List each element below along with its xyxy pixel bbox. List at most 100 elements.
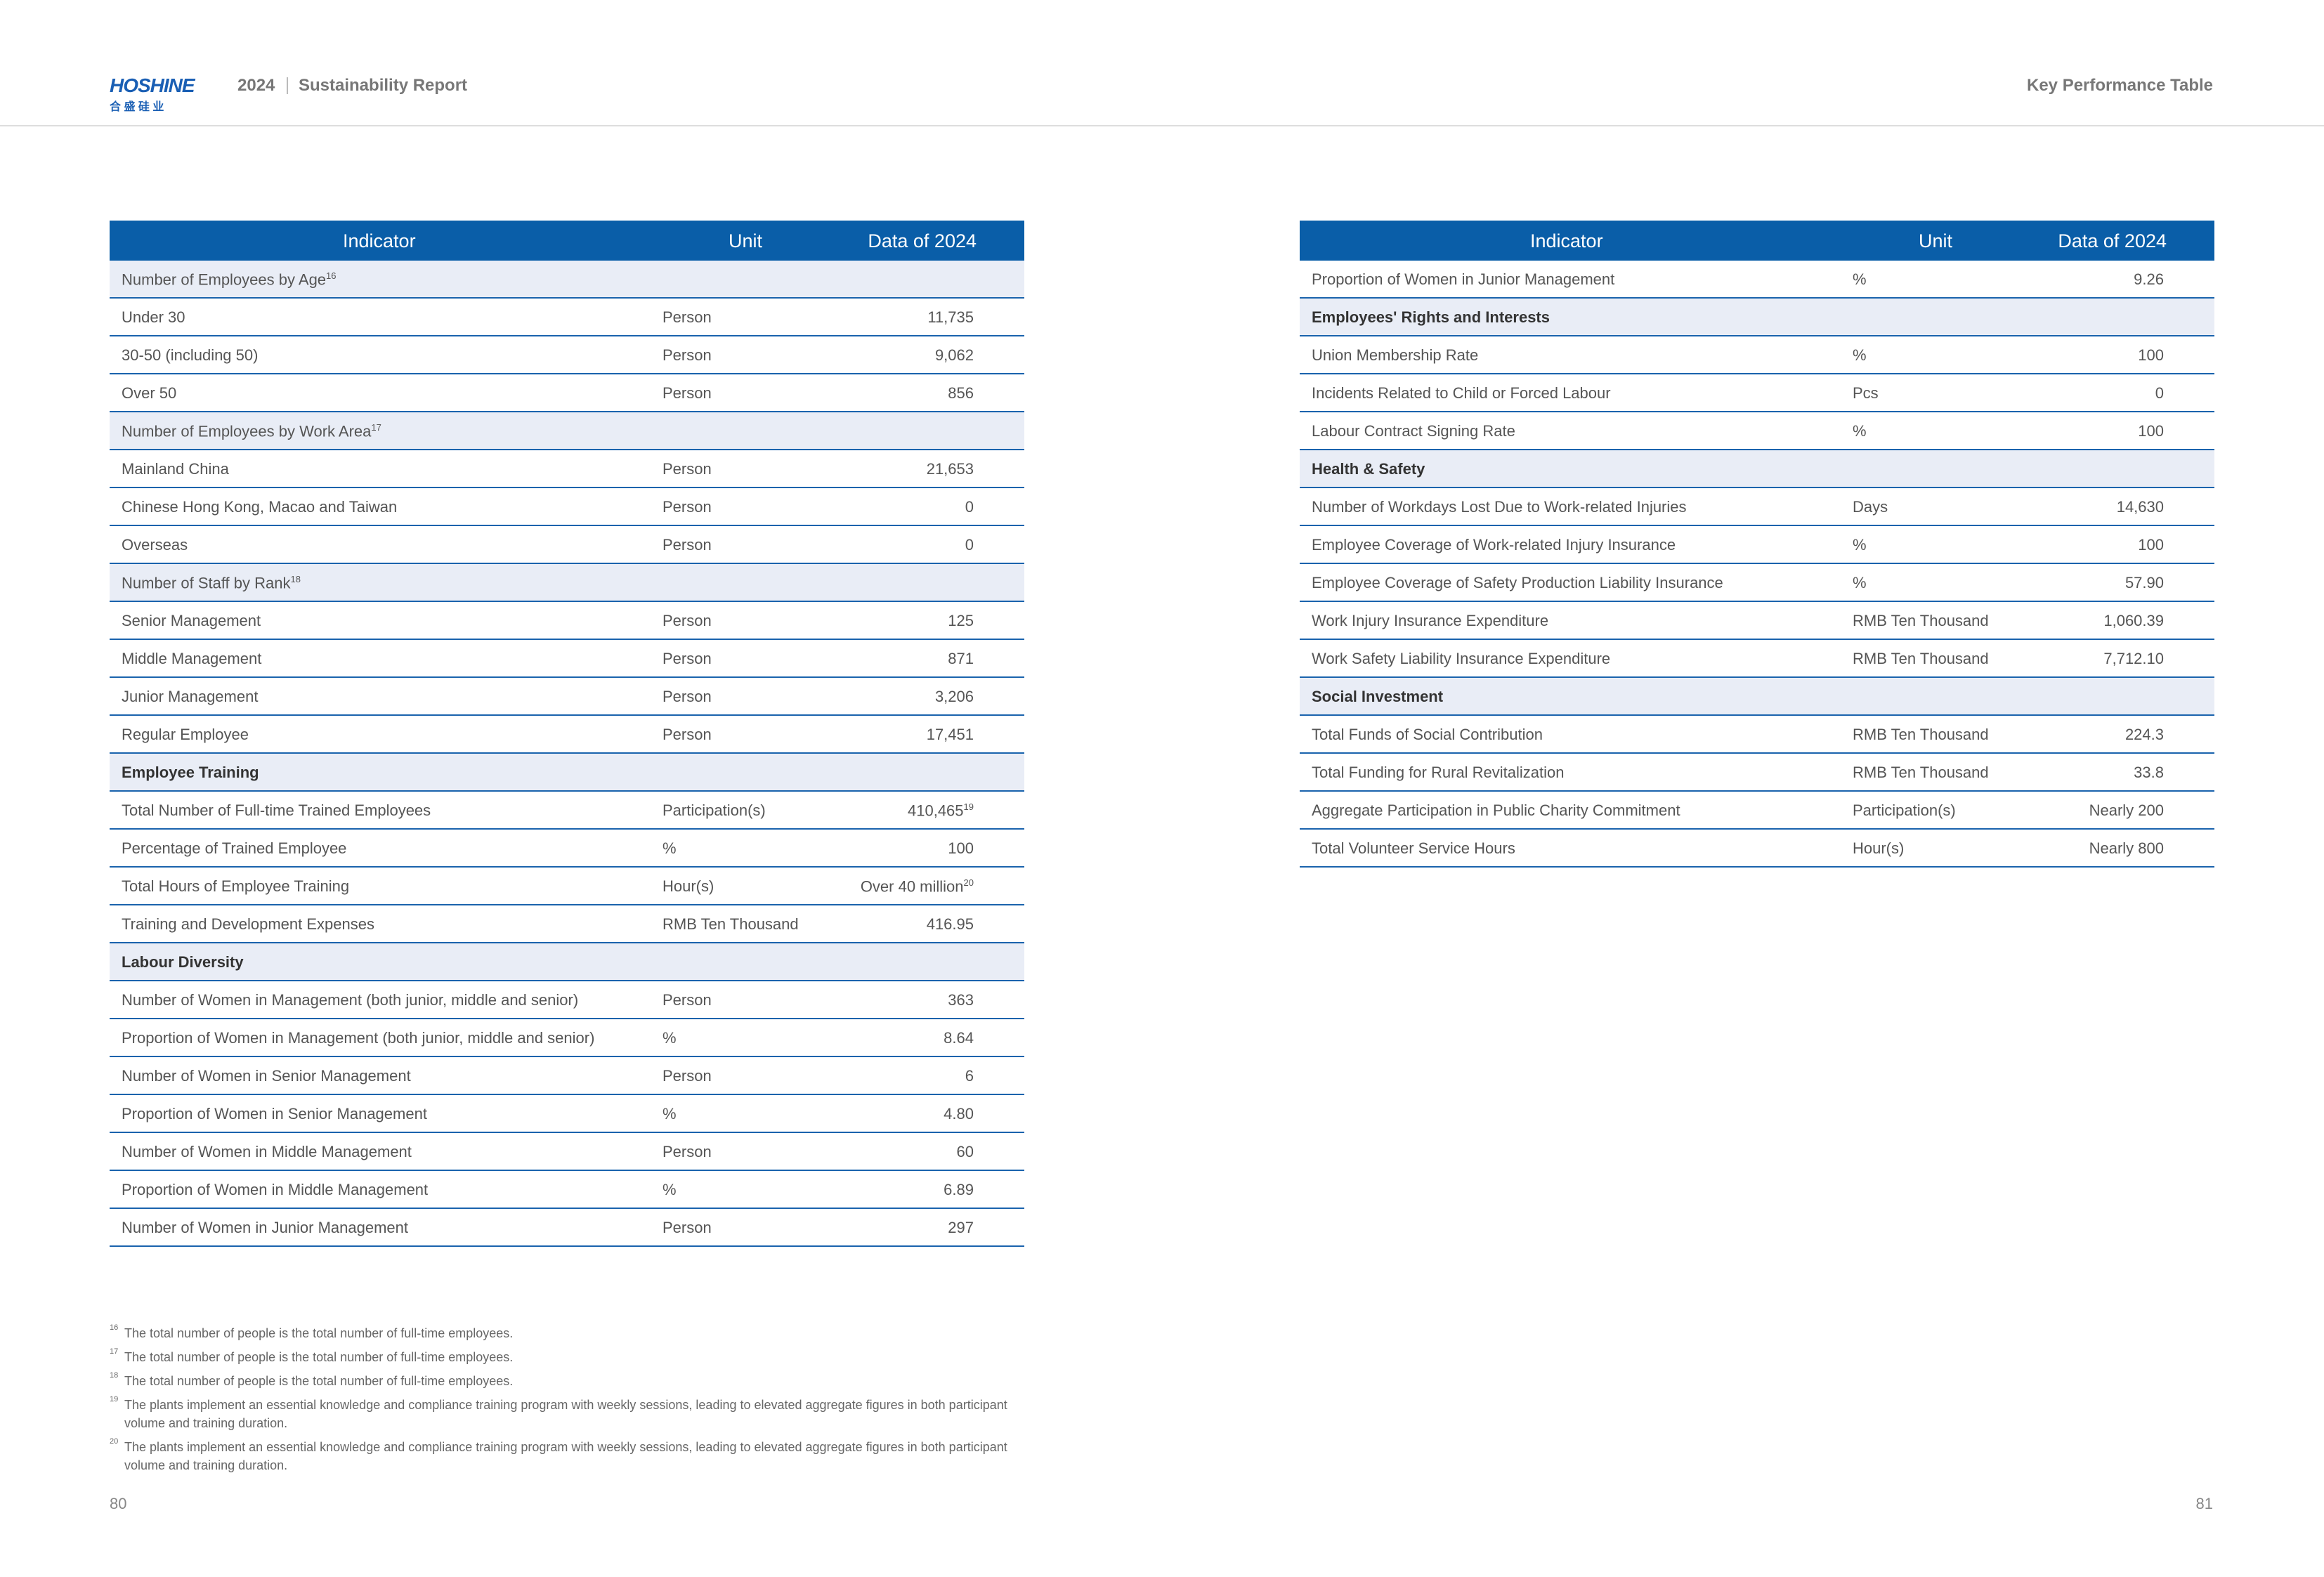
unit: RMB Ten Thousand	[1853, 612, 1989, 629]
data-row: Mainland China Person 21,653	[110, 450, 1024, 488]
indicator: Labour Contract Signing Rate	[1312, 422, 1515, 440]
data-row: Proportion of Women in Junior Management…	[1300, 261, 2214, 299]
indicator: Middle Management	[122, 650, 262, 667]
data-row: Junior Management Person 3,206	[110, 678, 1024, 716]
data-row: Aggregate Participation in Public Charit…	[1300, 792, 2214, 830]
value: 8.64	[944, 1029, 974, 1047]
data-row: Overseas Person 0	[110, 526, 1024, 564]
value: 363	[948, 991, 974, 1009]
unit: Days	[1853, 498, 1888, 516]
unit: Participation(s)	[662, 801, 766, 819]
unit: Person	[662, 612, 712, 629]
group-heading: Health & Safety	[1312, 460, 1425, 478]
value: 125	[948, 612, 974, 630]
heading-text: Health & Safety	[1312, 460, 1425, 478]
indicator: Proportion of Women in Middle Management	[122, 1181, 429, 1198]
report-title: Sustainability Report	[299, 76, 468, 95]
value: 1,060.39	[2103, 612, 2164, 630]
footnote-text: The total number of people is the total …	[124, 1350, 514, 1364]
footnote-ref: 20	[963, 877, 974, 888]
value-text: 410,465	[908, 801, 964, 820]
page-number: 80	[110, 1495, 127, 1512]
value: 0	[965, 536, 974, 554]
data-row: 30-50 (including 50) Person 9,062	[110, 336, 1024, 374]
group-row: Number of Employees by Age16	[110, 261, 1024, 299]
value: 33.8	[2134, 764, 2164, 782]
value-text: 0	[965, 536, 974, 554]
footnote: 20 The plants implement an essential know…	[110, 1437, 1024, 1474]
indicator: Work Injury Insurance Expenditure	[1312, 612, 1549, 629]
indicator: Regular Employee	[122, 726, 249, 743]
indicator: Total Funds of Social Contribution	[1312, 726, 1543, 743]
value: 6.89	[944, 1181, 974, 1199]
value-text: 3,206	[934, 688, 974, 705]
table: Indicator Unit Data of 2024 Proportion of W…	[1300, 221, 2214, 868]
group-heading: Labour Diversity	[122, 953, 244, 971]
table-header: Indicator Unit Data of 2024	[1300, 221, 2214, 261]
footnote-mark: 16	[110, 1323, 119, 1332]
data-row: Total Funds of Social Contribution RMB Te…	[1300, 716, 2214, 754]
data-row: Over 50 Person 856	[110, 374, 1024, 412]
value-text: Over 40 million	[860, 877, 964, 896]
footnote: 19 The plants implement an essential know…	[110, 1395, 1024, 1432]
indicator: Proportion of Women in Senior Management	[122, 1105, 427, 1123]
indicator: Work Safety Liability Insurance Expendit…	[1312, 650, 1611, 667]
logo: HOSHINE 合 盛 硅 业	[110, 74, 204, 114]
value-text: 57.90	[2124, 574, 2164, 591]
data-row: Percentage of Trained Employee% 100	[110, 830, 1024, 868]
value-text: 6.89	[944, 1181, 974, 1198]
value-text: 4.80	[944, 1105, 974, 1123]
unit: Person	[662, 384, 712, 402]
data-row: Employee Coverage of Work-related Injury…	[1300, 526, 2214, 564]
footnote-text: The plants implement an essential knowle…	[124, 1398, 1007, 1430]
indicator: Junior Management	[122, 688, 259, 705]
column-header: Data of 2024	[868, 230, 977, 251]
value-text: 6	[965, 1067, 974, 1085]
value: 17,451	[927, 726, 974, 744]
logo-name: HOSHINE	[110, 74, 195, 96]
header-rule	[0, 125, 2324, 126]
group-heading: Number of Staff by Rank18	[122, 574, 301, 592]
logo-chinese: 合 盛 硅 业	[110, 101, 164, 113]
column-header: Indicator	[343, 230, 416, 251]
value: 410,46519	[908, 801, 974, 820]
unit: Person	[662, 536, 712, 554]
heading-text: Number of Employees by Work Area	[122, 422, 372, 440]
unit: %	[662, 1105, 677, 1123]
unit: Pcs	[1853, 384, 1879, 402]
column-header: Unit	[729, 230, 763, 251]
data-row: Regular Employee Person 17,451	[110, 716, 1024, 754]
value-text: 60	[956, 1143, 974, 1160]
indicator: Number of Workdays Lost Due to Work-rela…	[1312, 498, 1687, 516]
unit: Person	[662, 460, 712, 478]
heading-text: Social Investment	[1312, 688, 1444, 705]
value-text: 100	[2138, 346, 2164, 364]
value-text: 17,451	[926, 726, 974, 743]
data-row: Total Funding for Rural Revitalization RM…	[1300, 754, 2214, 792]
group-row: Labour Diversity	[110, 943, 1024, 981]
indicator: Employee Coverage of Safety Production L…	[1312, 574, 1723, 591]
value-text: 1,060.39	[2103, 612, 2164, 629]
data-row: Employee Coverage of Safety Production L…	[1300, 564, 2214, 602]
indicator: Mainland China	[122, 460, 229, 478]
value-text: 125	[948, 612, 974, 629]
group-heading: Employees' Rights and Interests	[1312, 308, 1550, 327]
indicator: Percentage of Trained Employee	[122, 839, 347, 857]
table: Indicator Unit Data of 2024 Number of Emplo…	[110, 221, 1024, 1247]
indicator: Overseas	[122, 536, 188, 554]
value: 100	[2138, 536, 2164, 554]
data-row: Union Membership Rate% 100	[1300, 336, 2214, 374]
data-row: Middle Management Person 871	[110, 640, 1024, 678]
indicator: Over 50	[122, 384, 177, 402]
value: 6	[965, 1067, 974, 1085]
group-row: Employees' Rights and Interests	[1300, 299, 2214, 336]
value-text: 100	[2138, 422, 2164, 440]
group-row: Social Investment	[1300, 678, 2214, 716]
footnote: 16 The total number of people is the tota…	[110, 1323, 1024, 1342]
group-row: Number of Staff by Rank18	[110, 564, 1024, 602]
data-row: Incidents Related to Child or Forced Lab…	[1300, 374, 2214, 412]
value: 871	[948, 650, 974, 668]
value: 416.95	[927, 915, 974, 934]
value: 4.80	[944, 1105, 974, 1123]
indicator: Number of Women in Management (both juni…	[122, 991, 579, 1009]
